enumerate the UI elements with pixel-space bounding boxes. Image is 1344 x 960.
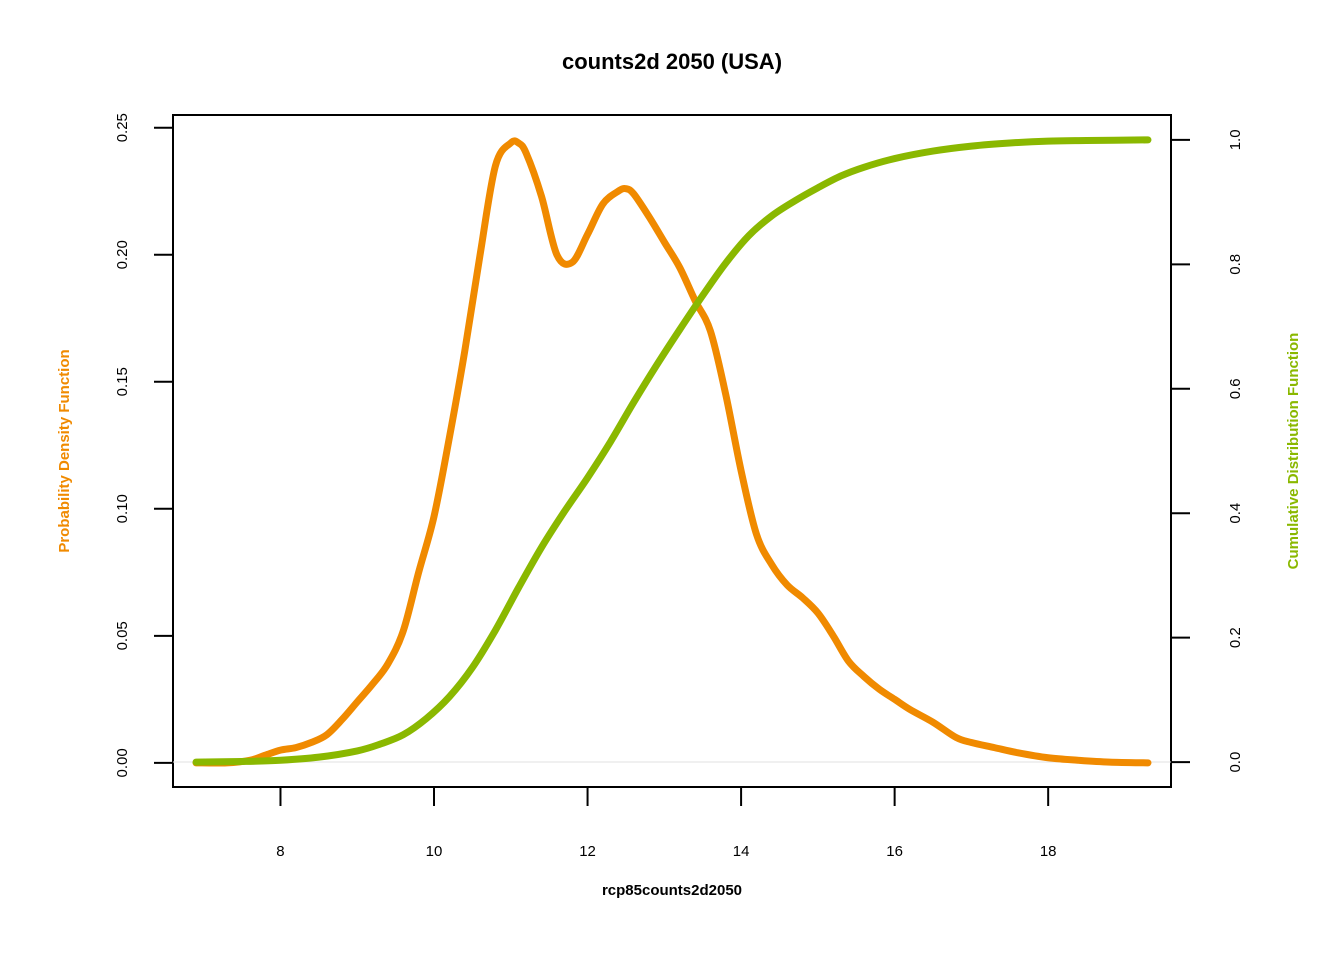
y-left-tick-label: 0.25 (114, 113, 131, 142)
pdf-line (192, 137, 1152, 767)
y-left-tick-label: 0.00 (114, 748, 131, 777)
x-axis-title: rcp85counts2d2050 (602, 882, 742, 899)
y-right-tick-label: 0.8 (1227, 254, 1244, 275)
x-tick-label: 18 (1040, 843, 1057, 860)
x-tick-label: 8 (276, 843, 284, 860)
x-axis: 8 10 12 14 16 18 (276, 787, 1057, 860)
x-tick-label: 14 (733, 843, 750, 860)
y-right-tick-label: 0.2 (1227, 627, 1244, 648)
y-right-tick-label: 0.4 (1227, 503, 1244, 524)
y-left-tick-label: 0.20 (114, 240, 131, 269)
y-axis-right: 0.0 0.2 0.4 0.6 0.8 1.0 (1171, 129, 1244, 773)
x-tick-label: 16 (886, 843, 903, 860)
y-axis-left: 0.00 0.05 0.10 0.15 0.20 0.25 (114, 113, 173, 777)
y-left-tick-label: 0.10 (114, 494, 131, 523)
y-left-tick-label: 0.15 (114, 367, 131, 396)
y-right-tick-label: 1.0 (1227, 129, 1244, 150)
series-layer (192, 136, 1152, 767)
y-right-tick-label: 0.0 (1227, 752, 1244, 773)
cdf-line (192, 136, 1152, 766)
x-tick-label: 12 (579, 843, 596, 860)
x-tick-label: 10 (426, 843, 443, 860)
y-axis-left-title: Probability Density Function (56, 349, 73, 552)
y-right-tick-label: 0.6 (1227, 378, 1244, 399)
y-axis-right-title: Cumulative Distribution Function (1285, 333, 1302, 570)
y-left-tick-label: 0.05 (114, 621, 131, 650)
plot-frame (172, 114, 1172, 788)
chart-title: counts2d 2050 (USA) (562, 49, 782, 74)
